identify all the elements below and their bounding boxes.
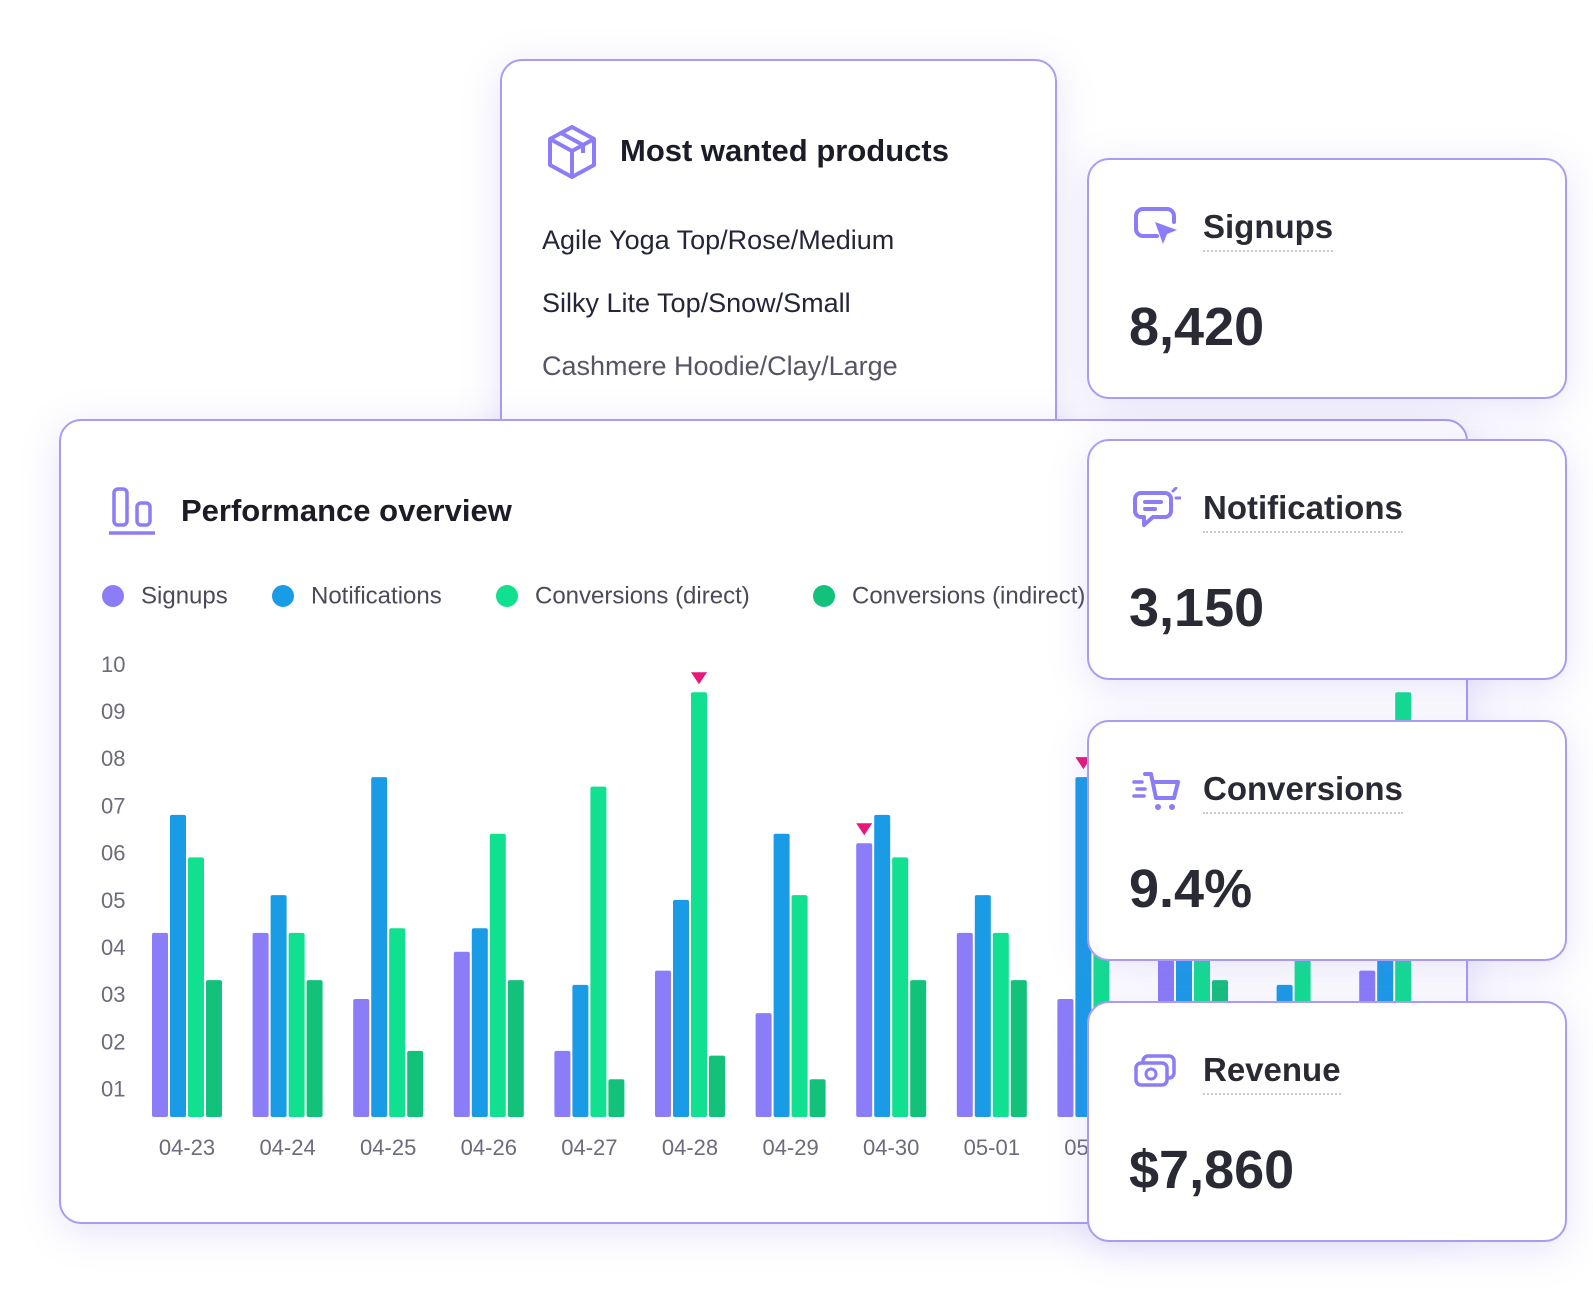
bar [206,980,222,1117]
bar [655,970,671,1117]
bar [507,980,524,1117]
chat-icon [1133,487,1181,527]
legend-swatch [813,585,835,607]
bar [590,786,607,1117]
bar [992,932,1009,1117]
stat-card: Notifications 3,150 [1087,439,1567,680]
bar [288,932,305,1117]
stat-value: 8,420 [1129,297,1265,357]
y-tick-label: 05 [101,888,125,913]
bar [1010,980,1027,1117]
cart-icon [1132,772,1180,810]
y-tick-label: 02 [101,1029,125,1054]
bar [270,895,287,1117]
y-tick-label: 01 [101,1077,125,1102]
y-tick-label: 10 [101,652,125,677]
bar [170,814,186,1117]
bar [471,928,488,1117]
stat-value: 9.4% [1129,859,1253,919]
bar [453,951,470,1117]
stat-title: Revenue [1203,1051,1341,1095]
stat-card: Conversions 9.4% [1087,720,1567,961]
bar [892,857,909,1117]
stat-value: 3,150 [1129,578,1265,638]
y-tick-label: 08 [101,746,125,771]
legend-swatch [272,585,294,607]
product-item: Agile Yoga Top/Rose/Medium [542,225,895,255]
box-icon [548,125,596,179]
bar [306,980,323,1117]
bar [152,932,168,1117]
cursor-icon [1134,207,1177,244]
stat-value: $7,860 [1129,1140,1295,1200]
bar [389,928,406,1117]
x-tick-label: 04-28 [662,1135,718,1160]
legend-label: Signups [141,582,228,609]
bar [956,932,973,1117]
bar [691,692,707,1117]
x-tick-label: 04-27 [561,1135,617,1160]
bar [809,1079,826,1117]
y-tick-label: 06 [101,841,125,866]
products-title: Most wanted products [620,133,949,168]
bar [554,1050,571,1117]
y-tick-label: 04 [101,935,125,960]
products-card: Most wanted products Agile Yoga Top/Rose… [500,59,1057,479]
x-tick-label: 04-26 [461,1135,517,1160]
legend-label: Notifications [311,582,442,609]
bar [709,1055,725,1117]
bar [252,932,269,1117]
bar [755,1013,772,1117]
x-tick-label: 04-30 [863,1135,919,1160]
bar [773,833,790,1117]
alert-marker [856,823,873,836]
legend-label: Conversions (indirect) [852,582,1085,609]
legend-swatch [102,585,124,607]
bar [188,857,204,1117]
bar [572,984,589,1117]
product-item: Silky Lite Top/Snow/Small [542,288,851,318]
chart-title: Performance overview [181,493,513,528]
stat-card: Revenue $7,860 [1087,1001,1567,1242]
bar [974,895,991,1117]
chart-icon [109,487,155,535]
stat-title: Conversions [1203,770,1403,814]
stat-title: Notifications [1203,489,1403,533]
bar [489,833,506,1117]
money-icon [1134,1054,1176,1087]
bar [353,999,370,1117]
y-tick-label: 09 [101,699,125,724]
bar [910,980,927,1117]
bar [673,899,689,1117]
x-tick-label: 04-24 [259,1135,315,1160]
bar [407,1050,424,1117]
bar [371,777,388,1117]
stat-title: Signups [1203,208,1334,252]
bar [791,895,808,1117]
bar [1057,999,1074,1117]
bar [856,843,873,1117]
y-tick-label: 07 [101,793,125,818]
stat-card: Signups 8,420 [1087,158,1567,399]
y-tick-label: 03 [101,982,125,1007]
bar [874,814,891,1117]
x-tick-label: 04-29 [762,1135,818,1160]
x-tick-label: 04-23 [159,1135,215,1160]
x-tick-label: 04-25 [360,1135,416,1160]
bar [608,1079,625,1117]
legend-label: Conversions (direct) [535,582,750,609]
alert-marker [691,672,707,685]
x-tick-label: 05-01 [964,1135,1020,1160]
legend-swatch [496,585,518,607]
product-item: Cashmere Hoodie/Clay/Large [542,351,898,381]
